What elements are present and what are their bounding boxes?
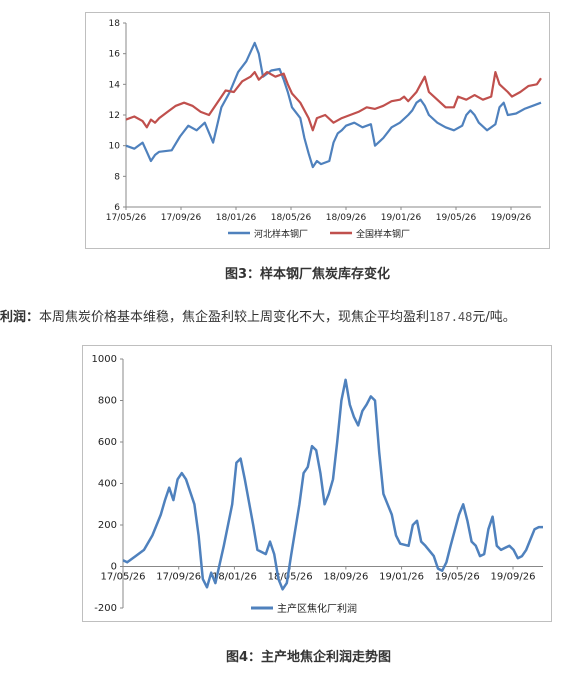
legend-label-1: 全国样本钢厂 [356, 228, 410, 240]
profit-text-after: 元/吨。 [472, 310, 516, 325]
profit-chart-svg: -200 0 200 400 600 800 1000 17/05/26 17/09/26 18/… [92, 354, 543, 615]
y-tick-label: 14 [109, 80, 121, 90]
y-tick-label: 800 [98, 396, 117, 407]
series-line-1 [125, 71, 542, 132]
x-tick-label: 17/05/26 [106, 213, 147, 223]
y-tick-label: 600 [98, 437, 117, 448]
x-tick-label: 18/09/26 [326, 213, 367, 223]
y-tick-label: -200 [94, 603, 117, 614]
x-tick-label: 18/09/26 [323, 572, 368, 583]
x-tick-label: 18/01/26 [216, 213, 257, 223]
profit-number: 187.48 [429, 310, 473, 324]
x-tick-label: 19/01/26 [381, 213, 422, 223]
x-tick-label: 19/05/26 [435, 572, 480, 583]
figure4-caption: 图4：主产地焦企利润走势图 [226, 650, 392, 665]
y-tick-label: 6 [114, 203, 120, 213]
series-line-0 [122, 378, 543, 591]
x-tick-label: 19/09/26 [491, 213, 532, 223]
x-tick-label: 17/09/26 [161, 213, 202, 223]
x-tick-label: 18/05/26 [271, 213, 312, 223]
profit-text-before: 本周焦炭价格基本维稳，焦企盈利较上周变化不大，现焦企平均盈利 [39, 310, 430, 325]
y-tick-label: 18 [109, 19, 121, 29]
profit-label: 利润： [0, 310, 40, 325]
profit-chart: -200 0 200 400 600 800 1000 17/05/26 17/09/26 18/… [82, 345, 552, 622]
figure3-caption: 图3：样本钢厂焦炭库存变化 [225, 267, 391, 282]
x-tick-label: 17/09/26 [156, 572, 201, 583]
inventory-chart-svg: 6 8 10 12 14 16 18 17/05/26 17/09/26 18/01/26 18/0… [106, 19, 542, 240]
y-tick-label: 200 [98, 520, 117, 531]
y-tick-label: 16 [109, 50, 121, 60]
x-tick-label: 19/01/26 [379, 572, 424, 583]
x-tick-label: 18/05/26 [268, 572, 313, 583]
legend-label-0: 主产区焦化厂利润 [277, 602, 357, 615]
legend-label-0: 河北样本钢厂 [254, 228, 308, 240]
x-tick-label: 17/05/26 [101, 572, 146, 583]
x-tick-label: 19/09/26 [491, 572, 536, 583]
y-tick-label: 8 [114, 172, 120, 182]
inventory-chart: 6 8 10 12 14 16 18 17/05/26 17/09/26 18/01/26 18/0… [85, 12, 550, 249]
y-tick-label: 1000 [92, 354, 117, 365]
y-tick-label: 10 [109, 142, 121, 152]
y-tick-label: 0 [111, 562, 117, 573]
x-tick-label: 19/05/26 [436, 213, 477, 223]
y-tick-label: 12 [109, 111, 120, 121]
y-tick-label: 400 [98, 479, 117, 490]
x-tick-label: 18/01/26 [212, 572, 257, 583]
profit-paragraph: 利润：本周焦炭价格基本维稳，焦企盈利较上周变化不大，现焦企平均盈利187.48元… [0, 306, 516, 325]
series-line-0 [125, 41, 542, 169]
